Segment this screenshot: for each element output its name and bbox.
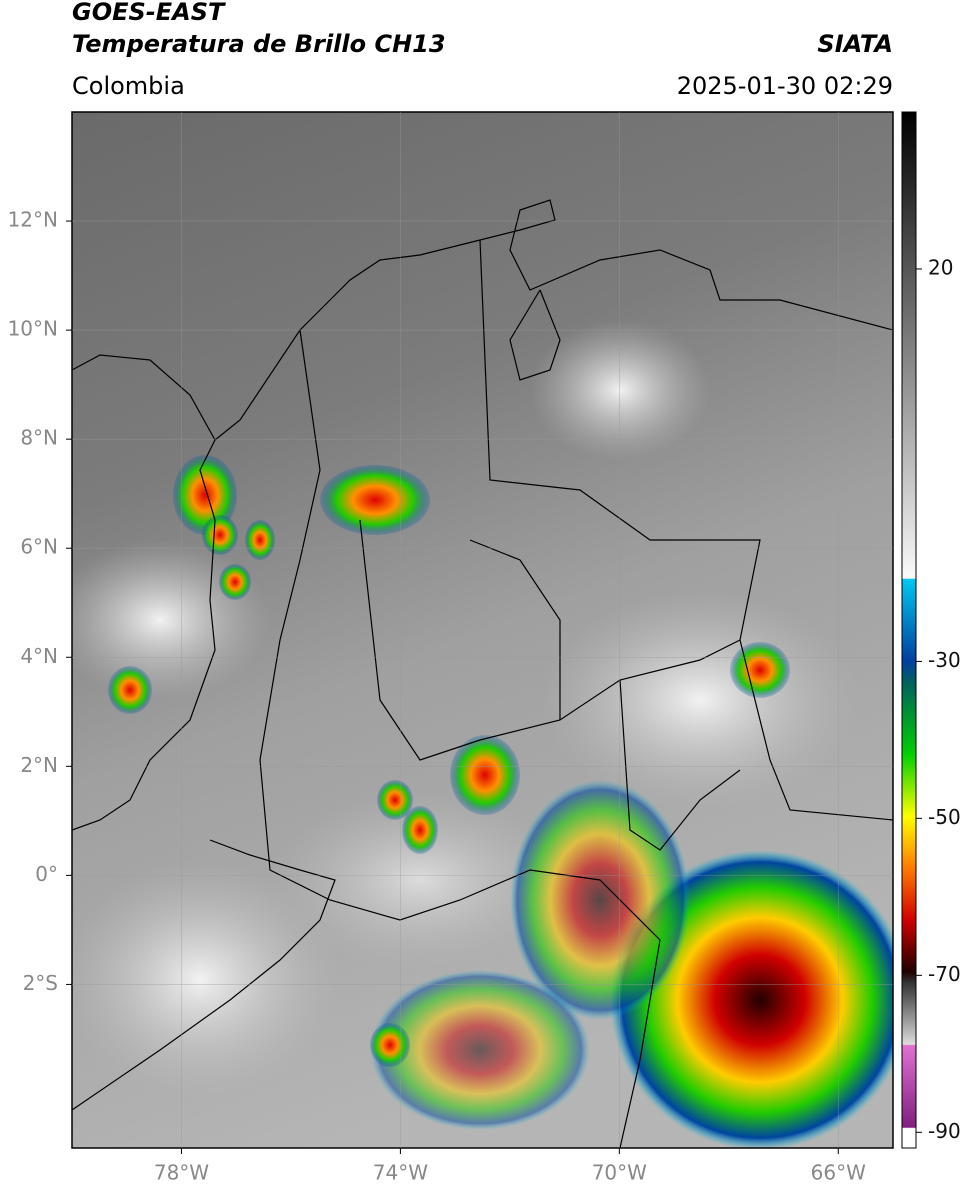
satellite-image <box>72 112 893 1148</box>
x-tick-label: 66°W <box>811 1161 866 1185</box>
y-tick-label: 8°N <box>20 426 58 450</box>
colorbar-tick-label: -90 <box>928 1119 961 1143</box>
datetime: 2025-01-30 02:29 <box>677 72 893 100</box>
colorbar-tick-label: -30 <box>928 648 961 672</box>
y-tick-label: 12°N <box>8 208 58 232</box>
y-tick-label: 0° <box>35 862 58 886</box>
subtitle: Temperatura de Brillo CH13 <box>72 30 446 58</box>
x-tick-label: 70°W <box>592 1161 647 1185</box>
x-tick-label: 74°W <box>373 1161 428 1185</box>
region: Colombia <box>72 72 185 100</box>
y-tick-label: 10°N <box>8 317 58 341</box>
y-tick-label: 6°N <box>20 535 58 559</box>
colorbar-tick-label: -50 <box>928 805 961 829</box>
map-frame <box>71 111 894 1149</box>
source: SIATA <box>817 30 893 58</box>
y-tick-label: 4°N <box>20 644 58 668</box>
y-tick-label: 2°S <box>23 971 58 995</box>
y-tick-label: 2°N <box>20 753 58 777</box>
x-tick-label: 78°W <box>154 1161 209 1185</box>
colorbar-tick-label: 20 <box>928 255 953 279</box>
title: GOES-EAST <box>72 0 226 26</box>
colorbar <box>901 111 917 1149</box>
colorbar-tick-label: -70 <box>928 962 961 986</box>
